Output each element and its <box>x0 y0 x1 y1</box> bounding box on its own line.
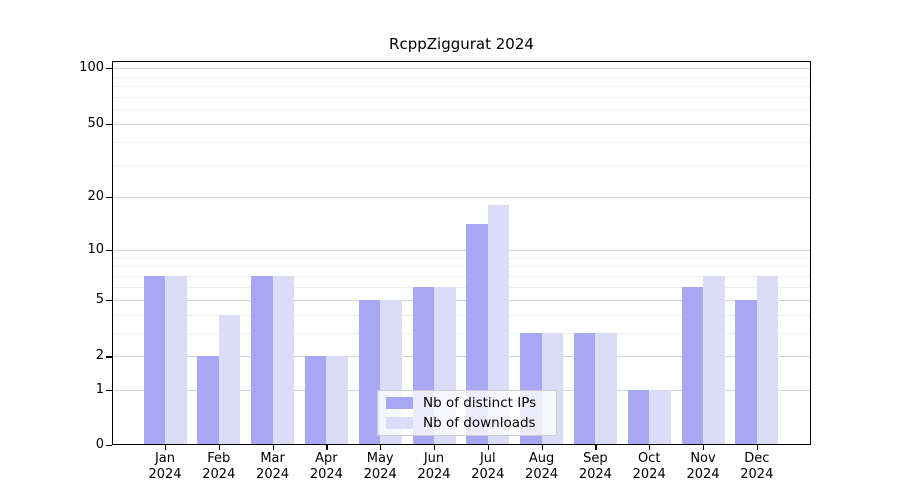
x-tick-label-apr: Apr 2024 <box>309 451 343 482</box>
x-tick-mark <box>595 445 597 450</box>
minor-gridline <box>112 266 811 268</box>
x-tick-mark <box>380 445 382 450</box>
minor-gridline <box>112 86 811 88</box>
minor-gridline <box>112 332 811 334</box>
bar-dec-distinct-ips <box>735 299 757 445</box>
y-tick-label: 20 <box>87 188 104 204</box>
bar-apr-downloads <box>326 356 348 445</box>
bar-oct-distinct-ips <box>627 389 650 445</box>
y-tick-mark <box>106 249 112 252</box>
x-tick-label-jun: Jun 2024 <box>417 451 451 482</box>
downloads-swatch-icon <box>386 417 413 429</box>
y-tick-mark <box>106 445 112 447</box>
x-tick-label-sep: Sep 2024 <box>578 451 612 482</box>
y-tick-label: 1 <box>95 381 104 397</box>
minor-gridline <box>112 257 811 259</box>
x-tick-label-feb: Feb 2024 <box>202 451 236 482</box>
y-tick-label: 2 <box>95 348 104 364</box>
bar-jan-distinct-ips <box>143 276 165 445</box>
legend-label-distinct-ips: Nb of distinct IPs <box>423 395 537 411</box>
major-gridline <box>112 124 811 126</box>
bar-feb-downloads <box>218 314 241 445</box>
bar-apr-distinct-ips <box>304 356 327 445</box>
y-tick-label: 10 <box>87 241 104 257</box>
major-gridline <box>112 299 811 301</box>
minor-gridline <box>112 97 811 98</box>
bar-jul-downloads <box>487 205 510 445</box>
bar-sep-downloads <box>595 332 617 445</box>
bar-oct-downloads <box>649 389 671 445</box>
x-tick-mark <box>541 445 543 450</box>
bar-jan-downloads <box>165 276 187 445</box>
x-tick-mark <box>649 445 651 450</box>
bar-mar-distinct-ips <box>251 276 273 445</box>
x-tick-label-dec: Dec 2024 <box>740 451 774 482</box>
minor-gridline <box>112 164 811 166</box>
bar-feb-distinct-ips <box>197 356 219 445</box>
y-tick-label: 50 <box>87 116 104 132</box>
legend-row-downloads: Nb of downloads <box>378 415 556 431</box>
bar-sep-distinct-ips <box>573 332 596 445</box>
minor-gridline <box>112 276 811 277</box>
x-tick-label-aug: Aug 2024 <box>525 451 559 482</box>
minor-gridline <box>112 109 811 111</box>
minor-gridline <box>112 76 811 78</box>
x-tick-label-may: May 2024 <box>363 451 397 482</box>
x-tick-label-mar: Mar 2024 <box>256 451 290 482</box>
x-tick-mark <box>165 445 167 450</box>
major-gridline <box>112 249 811 251</box>
major-gridline <box>112 356 811 358</box>
x-tick-mark <box>487 445 489 450</box>
y-tick-label: 0 <box>95 437 104 452</box>
y-tick-mark <box>106 196 112 198</box>
legend-label-downloads: Nb of downloads <box>423 415 536 431</box>
major-gridline <box>112 196 811 198</box>
y-tick-mark <box>106 389 112 391</box>
x-tick-mark <box>326 445 328 450</box>
x-tick-label-nov: Nov 2024 <box>686 451 720 482</box>
y-tick-label: 100 <box>79 60 104 76</box>
x-tick-mark <box>434 445 436 450</box>
x-tick-label-oct: Oct 2024 <box>632 451 666 482</box>
major-gridline <box>112 68 811 70</box>
minor-gridline <box>112 142 811 143</box>
y-tick-mark <box>106 356 112 358</box>
x-tick-label-jul: Jul 2024 <box>471 451 505 482</box>
bar-jul-distinct-ips <box>466 224 488 445</box>
x-tick-label-jan: Jan 2024 <box>148 451 182 482</box>
legend-row-distinct-ips: Nb of distinct IPs <box>378 395 556 411</box>
minor-gridline <box>112 286 811 288</box>
legend: Nb of distinct IPs Nb of downloads <box>377 390 557 436</box>
bar-dec-downloads <box>756 276 779 445</box>
distinct-ips-swatch-icon <box>386 397 413 409</box>
x-tick-mark <box>756 445 758 450</box>
x-tick-mark <box>218 445 220 450</box>
bar-nov-distinct-ips <box>681 286 703 445</box>
minor-gridline <box>112 314 811 316</box>
plot-area <box>112 61 811 445</box>
y-tick-label: 5 <box>95 291 104 307</box>
bar-mar-downloads <box>272 276 295 445</box>
x-tick-mark <box>272 445 274 450</box>
bar-may-distinct-ips <box>358 299 381 445</box>
y-tick-mark <box>106 124 112 126</box>
y-tick-mark <box>106 68 112 70</box>
y-tick-mark <box>106 299 112 301</box>
bar-nov-downloads <box>703 276 725 445</box>
x-tick-mark <box>703 445 705 450</box>
chart-title: RcppZiggurat 2024 <box>389 35 534 53</box>
